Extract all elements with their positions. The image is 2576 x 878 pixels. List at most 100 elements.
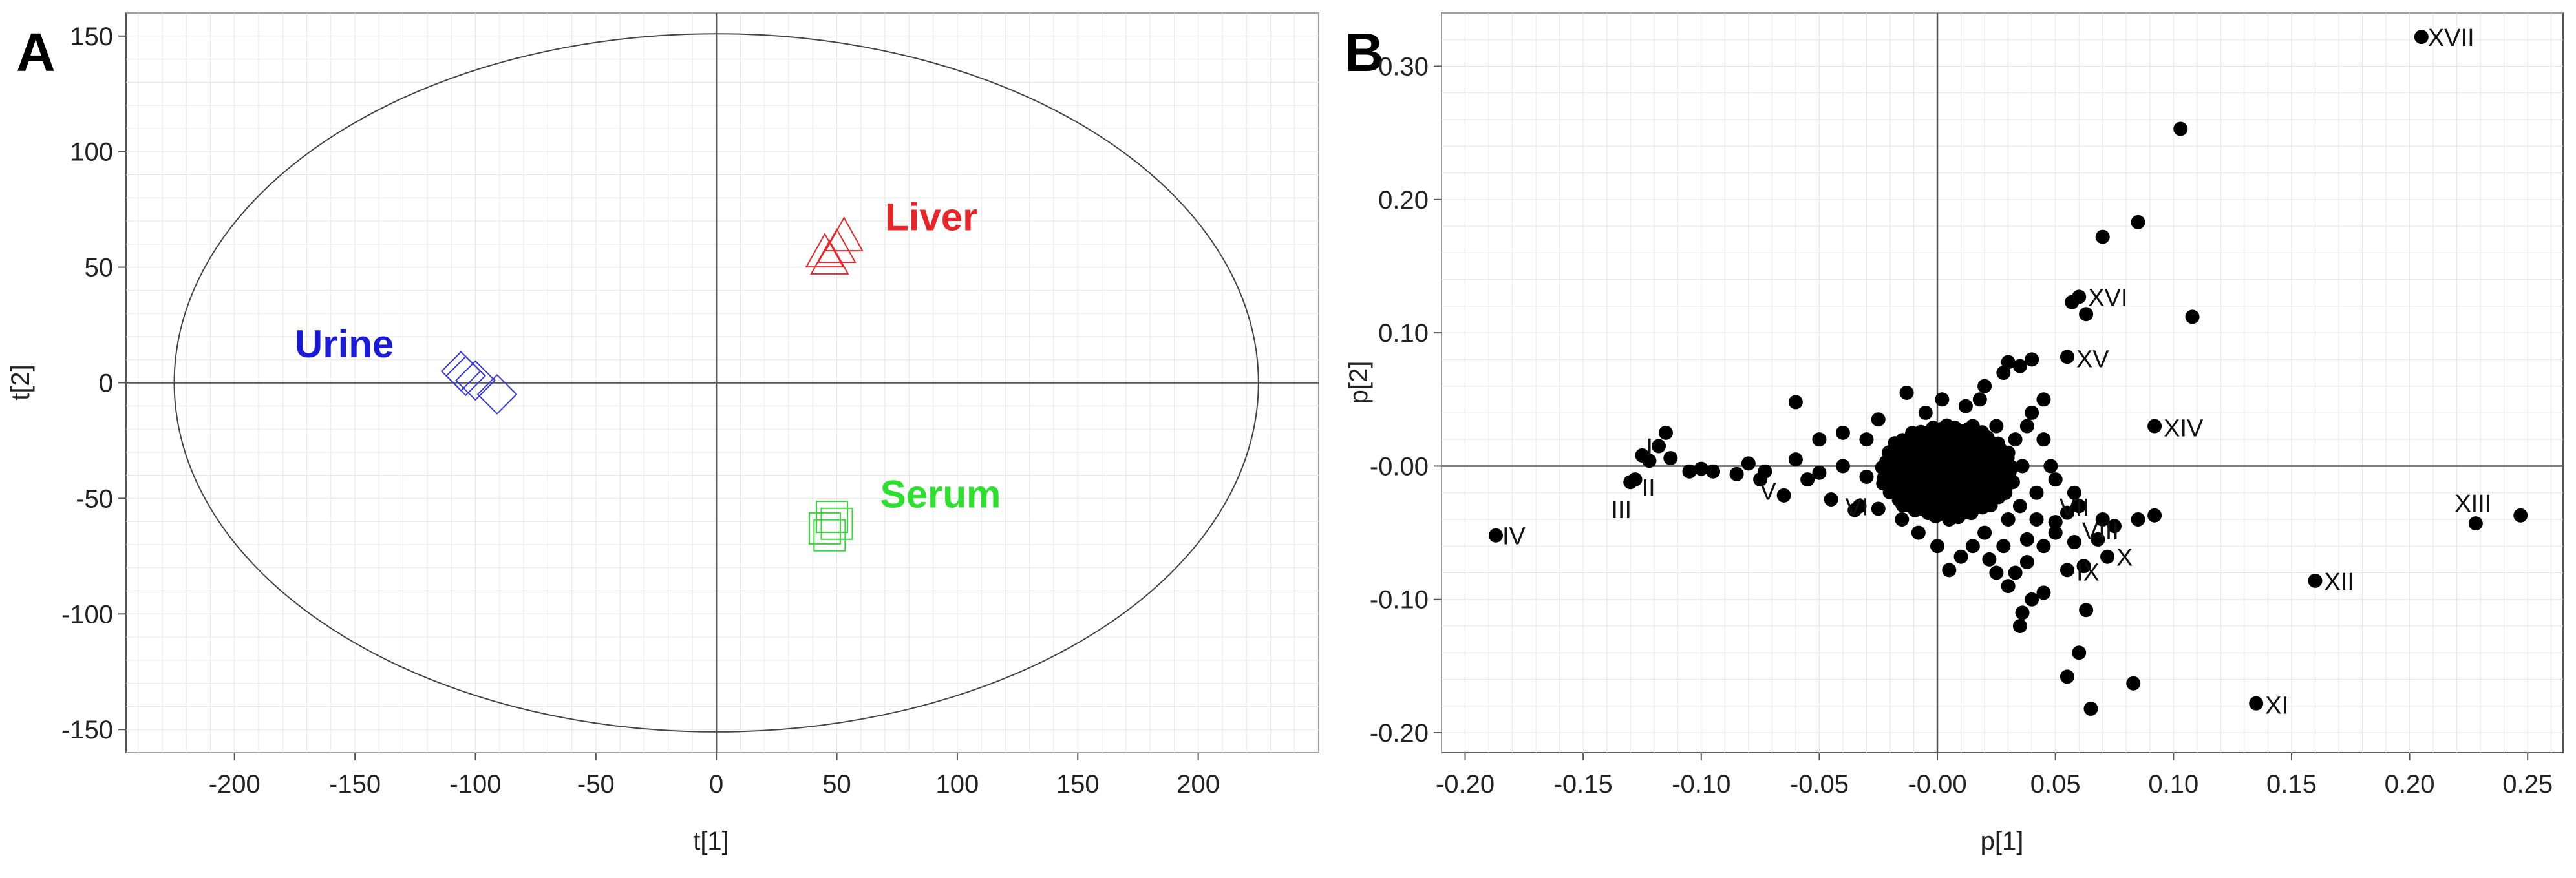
x-tick-label: -200	[209, 770, 261, 799]
zero-axes-a	[126, 13, 1319, 753]
panel-b: B XVIIXVIXVXIVXIIIXIIXIXIXVIIIVIIVIVIVII…	[1345, 12, 2564, 855]
loading-point	[2036, 432, 2051, 447]
x-tick-label: -0.15	[1554, 770, 1613, 799]
x-tick-label: 0	[709, 770, 723, 799]
annotated-point	[1635, 448, 1650, 463]
loading-point	[1989, 565, 2004, 580]
loading-point	[2043, 459, 2058, 474]
loading-point	[1876, 476, 1891, 491]
marker-urine	[455, 360, 496, 401]
y-tick-label: -150	[61, 716, 113, 744]
markers-b	[1489, 30, 2528, 716]
annotated-point	[1489, 528, 1504, 543]
y-axis-label-b: p[2]	[1345, 361, 1373, 404]
marker-liver	[824, 216, 864, 252]
loading-point	[1663, 451, 1678, 466]
point-label: VII	[2060, 494, 2089, 521]
loading-point	[2060, 669, 2074, 684]
loading-point	[1965, 539, 1980, 554]
point-label: I	[1646, 434, 1653, 461]
marker-urine	[476, 373, 518, 415]
loading-point	[2025, 352, 2039, 367]
loading-point	[1694, 461, 1708, 476]
loading-point	[2513, 508, 2528, 523]
loading-point	[2095, 229, 2110, 244]
loading-point	[1918, 405, 1933, 420]
loading-point	[2025, 592, 2039, 607]
loading-point	[1800, 472, 1815, 487]
loading-point	[1953, 549, 1968, 564]
x-tick-label: 0.15	[2266, 770, 2317, 799]
loading-point	[1871, 501, 1886, 516]
point-label: XII	[2324, 569, 2354, 596]
marker-urine	[440, 351, 482, 392]
loading-point	[1928, 509, 1943, 524]
loading-point	[2076, 559, 2091, 574]
loading-point	[1706, 464, 1721, 479]
hotelling-ellipse	[173, 33, 1259, 733]
y-tick-label: 100	[70, 138, 113, 167]
point-label: III	[1611, 497, 1632, 524]
point-label: IX	[2076, 559, 2100, 586]
annotated-point	[1852, 499, 1867, 514]
loading-point	[2095, 512, 2110, 527]
loading-point	[1930, 539, 1945, 554]
loading-point	[1989, 419, 2004, 434]
loading-point	[2131, 512, 2145, 527]
loading-point	[1682, 464, 1697, 479]
loading-point	[2185, 309, 2200, 324]
loading-point	[1996, 366, 2011, 381]
loading-point	[2072, 645, 2087, 660]
loading-point	[1951, 510, 1966, 525]
markers-a	[440, 216, 864, 552]
ellipse-outline	[173, 33, 1259, 733]
loading-point	[2001, 355, 2016, 370]
point-label: X	[2116, 545, 2133, 572]
loading-point	[1982, 552, 1997, 567]
y-tick-label: -0.00	[1370, 452, 1429, 481]
y-tick-label: 0.20	[1378, 186, 1429, 214]
loading-point	[2019, 532, 2034, 547]
loading-point	[2079, 603, 2094, 618]
loading-point	[2015, 459, 2030, 474]
loading-point	[1972, 392, 1987, 407]
point-labels-b: XVIIXVIXVXIVXIIIXIIXIXIXVIIIVIIVIVIVIIII…	[1502, 25, 2491, 720]
zero-axes-b	[1442, 13, 2563, 753]
point-label: XVII	[2428, 25, 2475, 52]
marker-serum	[816, 501, 849, 534]
loading-point	[1911, 525, 1926, 540]
point-label: II	[1642, 475, 1655, 502]
x-tick-label: 0.05	[2030, 770, 2081, 799]
marker-liver	[805, 233, 845, 268]
x-tick-label: 0.20	[2385, 770, 2435, 799]
loading-point	[1942, 563, 1957, 578]
x-tick-label: 50	[822, 770, 851, 799]
loading-point	[1871, 412, 1886, 427]
loading-point	[2029, 512, 2044, 527]
loading-point	[2173, 121, 2188, 136]
loading-point	[2036, 585, 2051, 600]
loading-point	[2091, 532, 2105, 547]
loading-point	[2147, 508, 2162, 523]
marker-serum	[808, 512, 841, 545]
loading-point	[2001, 579, 2016, 594]
loading-point	[1998, 485, 2013, 500]
loading-point	[1835, 425, 1850, 440]
loading-point	[2019, 554, 2034, 569]
y-tick-label: 0.10	[1378, 319, 1429, 348]
x-tick-label: -150	[329, 770, 381, 799]
y-tick-label: 0.30	[1378, 53, 1429, 81]
loading-point	[1961, 421, 1976, 436]
y-tick-label: -0.10	[1370, 586, 1429, 614]
group-labels-a: Liver Urine Serum	[295, 195, 1001, 516]
loading-point	[2083, 701, 2098, 716]
y-axis-label-a: t[2]	[6, 364, 35, 401]
loading-point	[2131, 214, 2145, 229]
annotated-point	[2060, 350, 2074, 364]
loading-point	[1888, 436, 1902, 451]
annotated-point	[2072, 289, 2087, 304]
loading-point	[1908, 503, 1922, 517]
loading-point	[1996, 539, 2011, 554]
loading-point	[2048, 525, 2063, 540]
